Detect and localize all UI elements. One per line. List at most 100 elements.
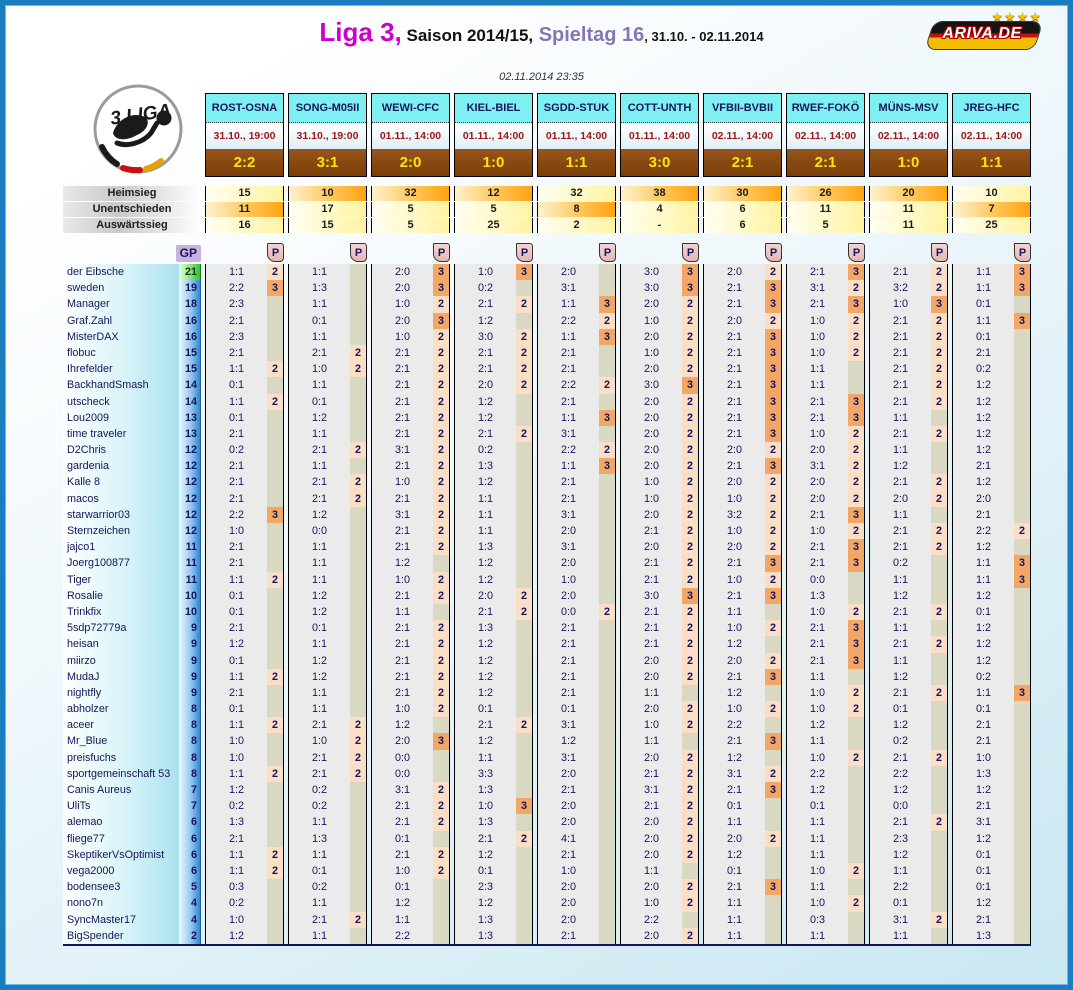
tip-points: 3 xyxy=(848,620,865,637)
tip-score: 2:0 xyxy=(620,458,682,475)
player-name: SkeptikerVsOptimist xyxy=(63,846,179,863)
tip-score: 2:0 xyxy=(620,879,682,896)
tip-score: 2:1 xyxy=(786,539,848,556)
tip-score: 2:1 xyxy=(537,620,599,637)
tip-score: 3:0 xyxy=(620,264,682,281)
tip-score: 2:0 xyxy=(620,361,682,378)
tip-score: 0:1 xyxy=(205,603,267,621)
tip-points: 2 xyxy=(350,717,367,734)
tip-points: 2 xyxy=(350,765,367,783)
tip-score: 2:2 xyxy=(869,765,931,783)
match-header: RWEF-FOKÖ 02.11., 14:00 2:1 xyxy=(786,93,865,177)
tip-score: 1:1 xyxy=(952,280,1014,297)
tip-points: 2 xyxy=(350,911,367,928)
tip-points xyxy=(433,879,450,896)
tip-points: 3 xyxy=(765,409,782,426)
tip-points xyxy=(1014,749,1031,766)
tip-score: 1:0 xyxy=(786,312,848,329)
tip-points: 2 xyxy=(765,701,782,718)
tip-score: 2:1 xyxy=(371,377,433,394)
tip-score: 1:1 xyxy=(620,684,682,702)
tip-score: 3:1 xyxy=(537,506,599,524)
tip-points xyxy=(516,733,533,750)
tip-points: 2 xyxy=(599,377,616,394)
tip-points: 2 xyxy=(599,442,616,459)
tip-score: 2:1 xyxy=(869,328,931,345)
tip-points xyxy=(599,879,616,896)
tip-score: 2:0 xyxy=(620,425,682,443)
tip-points: 2 xyxy=(848,749,865,766)
tip-score: 1:2 xyxy=(454,409,516,426)
player-total-points: 12 xyxy=(179,506,201,524)
tip-score: 1:0 xyxy=(786,701,848,718)
tip-points: 2 xyxy=(682,603,699,621)
tip-score: 2:1 xyxy=(620,571,682,588)
tip-score: 1:1 xyxy=(786,879,848,896)
p-header: P xyxy=(682,243,699,262)
tip-score: 0:2 xyxy=(952,668,1014,685)
tip-score: 2:1 xyxy=(205,458,267,475)
tip-points: 3 xyxy=(765,458,782,475)
tip-points xyxy=(931,830,948,847)
tip-points xyxy=(433,911,450,928)
tip-points xyxy=(1014,798,1031,815)
stat-value: 17 xyxy=(288,202,367,217)
tip-score: 2:1 xyxy=(703,425,765,443)
tip-points: 2 xyxy=(848,442,865,459)
player-name: Mr_Blue xyxy=(63,733,179,750)
tip-points xyxy=(350,312,367,329)
tip-score: 2:1 xyxy=(454,361,516,378)
tip-score: 2:1 xyxy=(703,668,765,685)
tip-points: 2 xyxy=(682,830,699,847)
tip-score: 1:1 xyxy=(454,490,516,507)
tip-score: 2:1 xyxy=(371,652,433,669)
tip-score: 1:0 xyxy=(620,474,682,491)
tip-points: 2 xyxy=(433,846,450,863)
tip-points: 3 xyxy=(765,344,782,362)
tip-points xyxy=(599,280,616,297)
tip-score: 0:1 xyxy=(454,701,516,718)
player-name: gardenia xyxy=(63,458,179,475)
tip-score: 1:0 xyxy=(288,361,350,378)
tip-score: 2:1 xyxy=(869,361,931,378)
tip-score: 1:2 xyxy=(952,652,1014,669)
tip-score: 0:2 xyxy=(454,442,516,459)
tip-points: 2 xyxy=(433,442,450,459)
tip-score: 2:1 xyxy=(869,539,931,556)
tip-score: 1:2 xyxy=(371,895,433,912)
tip-score: 2:0 xyxy=(537,555,599,572)
tip-score: 1:1 xyxy=(703,603,765,621)
player-total-points: 9 xyxy=(179,620,201,637)
player-total-points: 8 xyxy=(179,733,201,750)
tip-score: 2:0 xyxy=(537,798,599,815)
player-name: miirzo xyxy=(63,652,179,669)
tip-points: 2 xyxy=(931,603,948,621)
tip-points xyxy=(516,442,533,459)
tip-points: 2 xyxy=(765,474,782,491)
tip-score: 1:2 xyxy=(454,312,516,329)
tip-points: 2 xyxy=(931,264,948,281)
tip-points xyxy=(1014,377,1031,394)
tip-score: 1:2 xyxy=(371,555,433,572)
player-row: Kalle 8 12 2:1 2:1 2 1:0 2 1:2 2:1 1:0 2 2:0 2 2:0 2 2:… xyxy=(63,474,1031,491)
tip-score: 2:0 xyxy=(454,377,516,394)
tip-score: 1:1 xyxy=(371,603,433,621)
tip-score: 2:0 xyxy=(620,506,682,524)
tip-points xyxy=(599,798,616,815)
tip-points: 2 xyxy=(1014,523,1031,540)
tip-score: 1:1 xyxy=(288,846,350,863)
tip-points: 2 xyxy=(765,571,782,588)
player-total-points: 8 xyxy=(179,765,201,783)
tip-points xyxy=(1014,425,1031,443)
tip-points: 2 xyxy=(848,344,865,362)
tip-score: 1:1 xyxy=(952,264,1014,281)
tip-score: 1:1 xyxy=(205,717,267,734)
tip-score: 0:1 xyxy=(371,879,433,896)
tip-points xyxy=(267,733,284,750)
tip-score: 2:0 xyxy=(620,409,682,426)
tip-points xyxy=(1014,652,1031,669)
tip-points xyxy=(1014,328,1031,345)
tip-points xyxy=(516,555,533,572)
match-header: SONG-M05II 31.10., 19:00 3:1 xyxy=(288,93,367,177)
tip-points xyxy=(599,814,616,831)
